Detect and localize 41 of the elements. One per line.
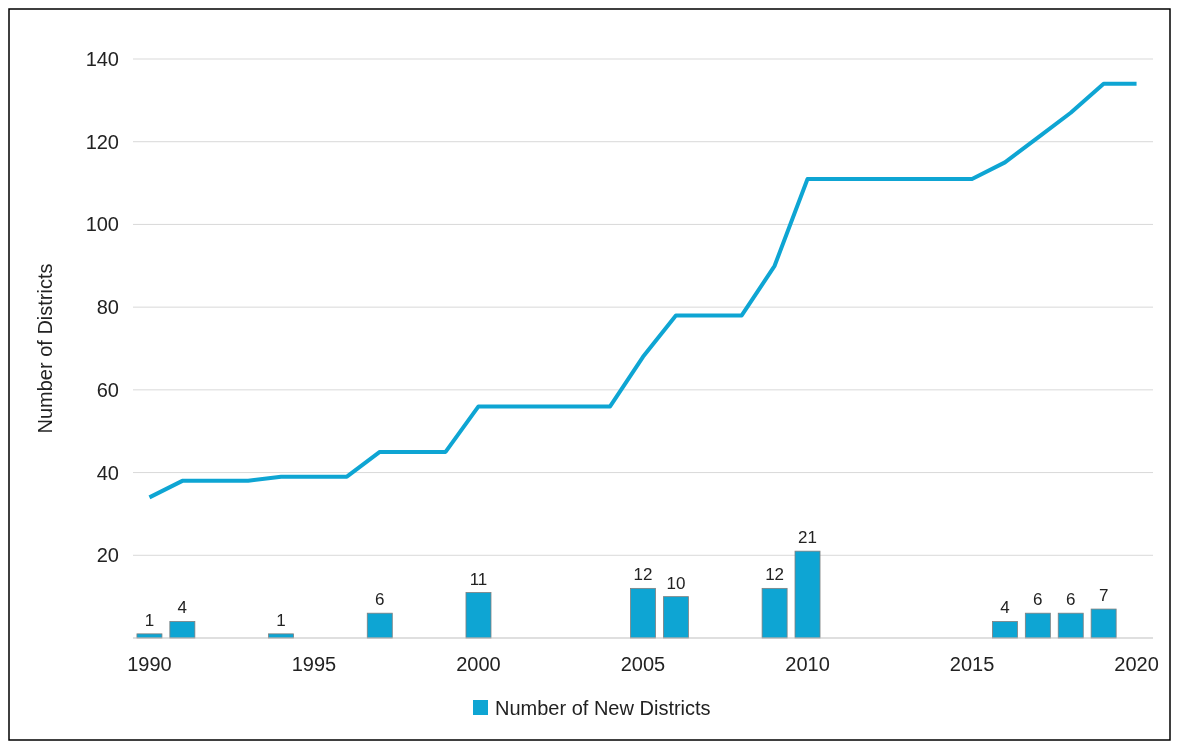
bar (1024, 612, 1051, 639)
data-label: 4 (1000, 598, 1010, 618)
x-tick-label: 2010 (785, 653, 830, 675)
x-tick-label: 2000 (456, 653, 501, 675)
x-tick-label: 1990 (127, 653, 172, 675)
data-label: 1 (144, 610, 155, 630)
data-label: 6 (375, 590, 385, 610)
data-label: 11 (469, 569, 488, 589)
bar (794, 550, 821, 639)
y-tick-label: 20 (96, 544, 119, 567)
y-tick-label: 40 (96, 461, 119, 484)
data-label: 12 (633, 565, 653, 585)
legend-label: Number of New Districts (495, 697, 711, 719)
bar (465, 592, 492, 639)
bar (1090, 608, 1117, 639)
data-label: 4 (177, 598, 188, 618)
bar (761, 587, 788, 639)
line-series (147, 81, 1139, 500)
data-label: 12 (765, 565, 785, 585)
bar (992, 621, 1018, 639)
y-tick-label: 140 (85, 48, 119, 70)
data-label: 6 (1066, 590, 1076, 610)
bar (366, 612, 393, 639)
x-tick-label: 2005 (620, 653, 666, 675)
bar (630, 587, 656, 639)
data-label: 6 (1033, 590, 1043, 610)
bar (1057, 612, 1084, 639)
data-label: 1 (276, 610, 286, 630)
data-label: 7 (1098, 586, 1109, 606)
y-tick-label: 100 (85, 213, 119, 236)
x-tick-label: 2015 (949, 653, 995, 675)
y-axis-title: Number of Districts (34, 263, 56, 434)
y-tick-label: 120 (85, 130, 119, 153)
data-label: 10 (666, 573, 686, 593)
y-tick-label: 60 (96, 378, 119, 401)
x-tick-label: 1995 (291, 653, 337, 675)
x-tick-label: 2020 (1114, 653, 1159, 675)
bar (169, 621, 196, 639)
data-label: 21 (798, 528, 817, 548)
y-tick-label: 80 (96, 296, 119, 319)
bar (663, 596, 689, 639)
